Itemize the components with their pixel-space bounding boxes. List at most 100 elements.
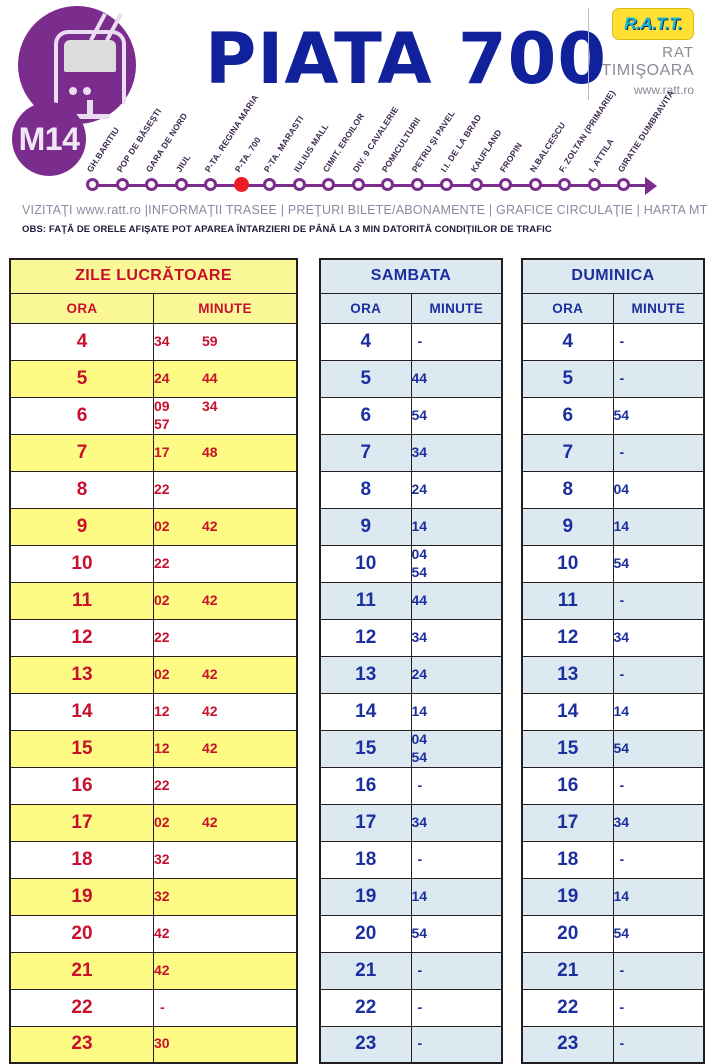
timetable-row: 17 34 bbox=[521, 803, 705, 842]
no-service-dash: - bbox=[619, 665, 625, 682]
no-service-dash: - bbox=[417, 850, 423, 867]
route-direction-arrow-icon bbox=[645, 177, 657, 195]
hour-cell: 10 bbox=[521, 544, 614, 583]
route-stop-dot[interactable] bbox=[145, 178, 158, 191]
minutes-cell: 02 42 bbox=[153, 655, 298, 694]
minutes-cell: 12 42 bbox=[153, 729, 298, 768]
timetable-row: 18- bbox=[521, 840, 705, 879]
hour-cell: 22 bbox=[319, 988, 412, 1027]
timetable-row: 13 02 42 bbox=[9, 655, 298, 694]
column-header-minute: MINUTE bbox=[153, 292, 298, 324]
route-stop-dot[interactable] bbox=[558, 178, 571, 191]
departure-minute: 02 bbox=[154, 517, 170, 534]
hour-cell: 21 bbox=[319, 951, 412, 990]
timetable-row: 7 34 bbox=[319, 433, 503, 472]
line-number-badge: M14 bbox=[12, 102, 86, 176]
departure-minute: 54 bbox=[613, 406, 630, 423]
departure-minute: 44 bbox=[411, 591, 428, 608]
column-header-hour: ORA bbox=[521, 292, 614, 324]
hour-cell: 18 bbox=[9, 840, 154, 879]
minutes-cell: - bbox=[612, 1025, 705, 1064]
timetable-day-title: ZILE LUCRĂTOARE bbox=[9, 258, 298, 294]
hour-cell: 4 bbox=[9, 322, 154, 361]
timetable-row: 22- bbox=[9, 988, 298, 1027]
route-stop-dot[interactable] bbox=[440, 178, 453, 191]
minutes-cell: 42 bbox=[153, 951, 298, 990]
minutes-cell: - bbox=[612, 322, 705, 361]
departure-minute: 14 bbox=[613, 702, 630, 719]
route-stop-dot[interactable] bbox=[174, 178, 188, 191]
minutes-cell: - bbox=[410, 1025, 503, 1064]
route-stop-dot[interactable] bbox=[292, 178, 306, 191]
hour-cell: 19 bbox=[521, 877, 614, 916]
departure-minute: 04 bbox=[613, 480, 630, 497]
timetable-row: 8 24 bbox=[319, 470, 503, 509]
minutes-cell: 32 bbox=[153, 877, 298, 916]
ratt-logo-text: R.A.T.T. bbox=[624, 14, 682, 33]
minutes-cell: 34 bbox=[410, 433, 503, 472]
route-stop-dot[interactable] bbox=[351, 178, 365, 191]
timetable-row: 21- bbox=[521, 951, 705, 990]
route-stop-dot[interactable] bbox=[381, 178, 394, 191]
departure-minute: 22 bbox=[154, 554, 170, 571]
route-stop-dot[interactable] bbox=[115, 178, 129, 191]
departure-minute: 54 bbox=[613, 739, 630, 756]
timetable-row: 19 14 bbox=[521, 877, 705, 916]
hour-cell: 12 bbox=[9, 618, 154, 657]
minutes-cell: 04 bbox=[612, 470, 705, 509]
minutes-cell: - bbox=[612, 655, 705, 694]
hour-cell: 23 bbox=[319, 1025, 412, 1064]
no-service-dash: - bbox=[417, 332, 423, 349]
route-stop-dot[interactable] bbox=[617, 178, 630, 191]
timetable-row: 16 22 bbox=[9, 766, 298, 805]
hour-cell: 15 bbox=[9, 729, 154, 768]
minutes-cell: - bbox=[410, 840, 503, 879]
timetable-row: 15 0454 bbox=[319, 729, 503, 768]
hour-cell: 7 bbox=[319, 433, 412, 472]
departure-minute: 14 bbox=[411, 702, 428, 719]
no-service-dash: - bbox=[417, 776, 423, 793]
no-service-dash: - bbox=[619, 443, 625, 460]
minutes-cell: - bbox=[410, 951, 503, 990]
hour-cell: 20 bbox=[319, 914, 412, 953]
site-nav-links[interactable]: VIZITAŢI www.ratt.ro |INFORMAŢII TRASEE … bbox=[22, 203, 708, 217]
minutes-cell: 42 bbox=[153, 914, 298, 953]
departure-minute: 04 bbox=[411, 545, 428, 562]
hour-cell: 6 bbox=[521, 396, 614, 435]
hour-cell: 16 bbox=[319, 766, 412, 805]
departure-minute: 22 bbox=[154, 776, 170, 793]
timetable-row: 11- bbox=[521, 581, 705, 620]
minutes-cell: 02 42 bbox=[153, 507, 298, 546]
route-stop-dot[interactable] bbox=[263, 178, 276, 191]
route-stop-dot[interactable] bbox=[528, 178, 542, 191]
departure-minute: 14 bbox=[411, 517, 428, 534]
tram-window-shape bbox=[64, 40, 116, 72]
route-stop-dot[interactable] bbox=[410, 178, 424, 191]
route-stop-current[interactable] bbox=[233, 177, 249, 192]
minutes-cell: - bbox=[612, 988, 705, 1027]
departure-minute: 14 bbox=[613, 887, 630, 904]
departure-minute: 17 bbox=[154, 443, 170, 460]
route-stop-dot[interactable] bbox=[204, 178, 217, 191]
route-stop-dot[interactable] bbox=[587, 178, 601, 191]
timetable-row: 12 22 bbox=[9, 618, 298, 657]
minutes-cell: 32 bbox=[153, 840, 298, 879]
tram-body-shape bbox=[54, 30, 126, 104]
timetable-row: 11 02 42 bbox=[9, 581, 298, 620]
minutes-cell: 14 bbox=[410, 507, 503, 546]
timetable-row: 5 44 bbox=[319, 359, 503, 398]
minutes-cell: 14 bbox=[410, 692, 503, 731]
timetable-row: 16- bbox=[319, 766, 503, 805]
hour-cell: 6 bbox=[9, 396, 154, 435]
route-stop-dot[interactable] bbox=[499, 178, 512, 191]
hour-cell: 21 bbox=[521, 951, 614, 990]
route-stop-dot[interactable] bbox=[469, 178, 483, 191]
timetable-day-title: DUMINICA bbox=[521, 258, 705, 294]
minutes-cell: 22 bbox=[153, 618, 298, 657]
route-stop-dot[interactable] bbox=[86, 178, 99, 191]
minutes-cell: 22 bbox=[153, 470, 298, 509]
timetable-row: 13- bbox=[521, 655, 705, 694]
route-stop-dot[interactable] bbox=[322, 178, 335, 191]
timetable-row: 4 34 59 bbox=[9, 322, 298, 361]
route-stop-label: JIUL bbox=[173, 152, 192, 174]
